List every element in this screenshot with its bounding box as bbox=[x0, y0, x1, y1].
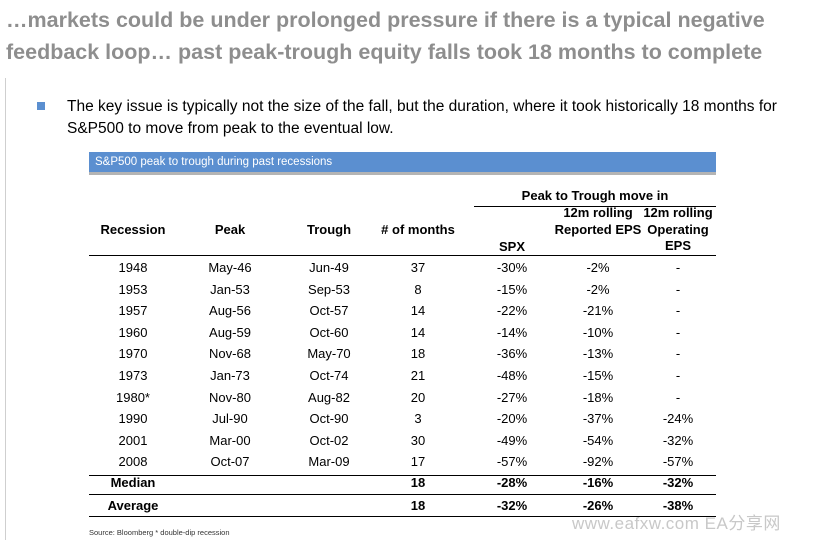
cell-spx: -57% bbox=[496, 454, 528, 470]
slide-title: …markets could be under prolonged pressu… bbox=[6, 8, 765, 64]
cell-trough: Sep-53 bbox=[308, 281, 350, 297]
cell-operating: - bbox=[675, 260, 681, 275]
cell-operating: - bbox=[675, 389, 681, 405]
cell-trough: Aug-82 bbox=[308, 389, 350, 405]
table-banner: S&P500 peak to trough during past recess… bbox=[89, 152, 716, 175]
cell-operating: - bbox=[675, 324, 681, 340]
cell-recession: 1980* bbox=[116, 389, 150, 405]
cell-spx: -15% bbox=[496, 281, 528, 297]
cell-months: 14 bbox=[410, 324, 426, 340]
cell-operating: -24% bbox=[662, 411, 694, 427]
cell-reported: -2% bbox=[586, 281, 610, 297]
col-header-peak: Peak bbox=[214, 222, 246, 237]
cell-spx: -22% bbox=[496, 303, 528, 319]
bullet-text: The key issue is typically not the size … bbox=[67, 98, 777, 137]
cell-trough: Oct-02 bbox=[309, 432, 349, 448]
bottom-rule bbox=[89, 516, 716, 517]
cell-recession: 1973 bbox=[118, 368, 148, 383]
cell-recession: 2008 bbox=[118, 454, 148, 470]
summary-cell-label: Average bbox=[107, 498, 159, 513]
cell-spx: -30% bbox=[496, 260, 528, 275]
summary-cell-operating: -32% bbox=[662, 475, 694, 490]
summary-cell-operating: -38% bbox=[662, 498, 694, 513]
cell-operating: -32% bbox=[662, 432, 694, 448]
col-header-recession: Recession bbox=[100, 222, 166, 237]
cell-months: 18 bbox=[410, 346, 426, 362]
cell-recession: 1960 bbox=[118, 324, 148, 340]
summary-cell-spx: -28% bbox=[496, 475, 528, 490]
col-header-reported-eps: 12m rolling Reported EPS bbox=[554, 205, 642, 237]
cell-recession: 1970 bbox=[118, 346, 148, 362]
cell-months: 17 bbox=[410, 454, 426, 470]
cell-months: 30 bbox=[410, 432, 426, 448]
cell-peak: Jan-73 bbox=[210, 368, 250, 383]
col-header-operating-eps: 12m rolling Operating EPS bbox=[643, 205, 713, 253]
cell-reported: -18% bbox=[582, 389, 614, 405]
cell-months: 20 bbox=[410, 389, 426, 405]
cell-operating: - bbox=[675, 281, 681, 297]
col-header-trough: Trough bbox=[306, 222, 352, 237]
cell-trough: Oct-60 bbox=[309, 324, 349, 340]
cell-peak: Mar-00 bbox=[209, 432, 251, 448]
cell-peak: Oct-07 bbox=[210, 454, 250, 470]
cell-months: 14 bbox=[410, 303, 426, 319]
cell-reported: -37% bbox=[582, 411, 614, 427]
summary-cell-months: 18 bbox=[410, 475, 426, 490]
cell-trough: Mar-09 bbox=[308, 454, 350, 470]
cell-operating: - bbox=[675, 303, 681, 319]
summary-cell-spx: -32% bbox=[496, 498, 528, 513]
cell-trough: Oct-74 bbox=[309, 368, 349, 383]
cell-months: 37 bbox=[410, 260, 426, 275]
cell-months: 8 bbox=[414, 281, 422, 297]
cell-spx: -49% bbox=[496, 432, 528, 448]
cell-spx: -20% bbox=[496, 411, 528, 427]
cell-recession: 1957 bbox=[118, 303, 148, 319]
cell-months: 21 bbox=[410, 368, 426, 383]
summary-cell-label: Median bbox=[110, 475, 156, 490]
watermark: www.eafxw.com EA分享网 bbox=[572, 514, 781, 533]
cell-peak: Nov-80 bbox=[209, 389, 251, 405]
cell-reported: -13% bbox=[582, 346, 614, 362]
cell-peak: May-46 bbox=[208, 260, 252, 275]
cell-reported: -21% bbox=[582, 303, 614, 319]
cell-peak: Aug-59 bbox=[209, 324, 251, 340]
summary-rule bbox=[89, 475, 716, 476]
median-rule bbox=[89, 494, 716, 495]
header-rule bbox=[89, 255, 716, 256]
cell-reported: -2% bbox=[586, 260, 610, 275]
cell-peak: Jul-90 bbox=[212, 411, 248, 427]
cell-recession: 1953 bbox=[118, 281, 148, 297]
cell-reported: -15% bbox=[582, 368, 614, 383]
summary-cell-reported: -26% bbox=[582, 498, 614, 513]
summary-cell-reported: -16% bbox=[582, 475, 614, 490]
cell-reported: -54% bbox=[582, 432, 614, 448]
cell-reported: -92% bbox=[582, 454, 614, 470]
cell-trough: May-70 bbox=[307, 346, 351, 362]
col-header-spx: SPX bbox=[498, 239, 525, 254]
cell-reported: -10% bbox=[582, 324, 614, 340]
col-header-months: # of months bbox=[381, 222, 455, 237]
cell-spx: -27% bbox=[496, 389, 528, 405]
left-divider bbox=[5, 78, 6, 540]
cell-recession: 2001 bbox=[118, 432, 148, 448]
cell-spx: -36% bbox=[496, 346, 528, 362]
cell-operating: - bbox=[675, 368, 681, 383]
cell-peak: Nov-68 bbox=[209, 346, 251, 362]
square-bullet-icon bbox=[37, 102, 45, 110]
cell-months: 3 bbox=[414, 411, 422, 427]
cell-peak: Aug-56 bbox=[209, 303, 251, 319]
group-header: Peak to Trough move in bbox=[474, 186, 716, 207]
cell-trough: Jun-49 bbox=[309, 260, 349, 275]
cell-spx: -48% bbox=[496, 368, 528, 383]
cell-operating: - bbox=[675, 346, 681, 362]
cell-peak: Jan-53 bbox=[210, 281, 250, 297]
summary-cell-months: 18 bbox=[410, 498, 426, 513]
cell-operating: -57% bbox=[662, 454, 694, 470]
cell-trough: Oct-90 bbox=[309, 411, 349, 427]
source-note: Source: Bloomberg * double-dip recession bbox=[89, 528, 230, 537]
cell-recession: 1990 bbox=[118, 411, 148, 427]
cell-spx: -14% bbox=[496, 324, 528, 340]
cell-recession: 1948 bbox=[118, 260, 148, 275]
cell-trough: Oct-57 bbox=[309, 303, 349, 319]
